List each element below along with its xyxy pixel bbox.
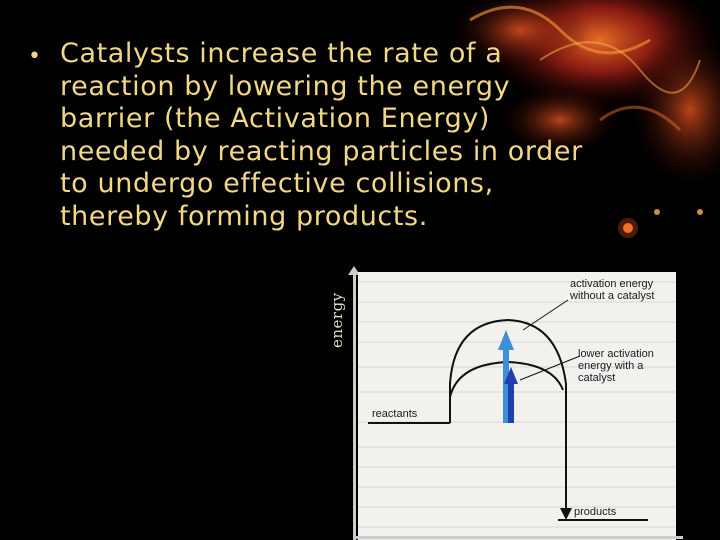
- bullet-line: Catalysts increase the rate of a: [60, 38, 503, 69]
- x-axis: [353, 536, 683, 539]
- bullet-marker: •: [28, 44, 41, 69]
- bullet-line: reaction by lowering the energy: [60, 70, 511, 102]
- catalysed-activation-arrow: [508, 380, 514, 423]
- bullet-line: needed by reacting particles in order: [60, 135, 583, 167]
- bullet-line: thereby forming products.: [60, 200, 428, 232]
- bullet-point: • Catalysts increase the rate of a react…: [28, 38, 628, 233]
- bullet-line: to undergo effective collisions,: [60, 168, 494, 199]
- bullet-line: barrier (the Activation Energy): [60, 103, 491, 134]
- label-catalysed: lower activation energy with a catalyst: [578, 348, 654, 384]
- label-uncatalysed: activation energy without a catalyst: [570, 278, 655, 302]
- y-axis-arrow: [348, 266, 360, 275]
- uncatalysed-activation-arrow: [503, 346, 509, 423]
- label-reactants: reactants: [372, 408, 418, 420]
- y-axis-label: energy: [328, 292, 346, 348]
- uncatalysed-curve: [449, 318, 567, 440]
- label-products: products: [574, 506, 617, 518]
- bullet-text: Catalysts increase the rate of a reactio…: [60, 38, 628, 233]
- energy-profile-graphic: [358, 272, 676, 540]
- uncatalysed-arrowhead: [498, 330, 514, 350]
- catalysed-arrowhead: [504, 367, 518, 384]
- energy-diagram: activation energy without a catalyst low…: [358, 272, 676, 540]
- descent-arrowhead: [560, 508, 572, 520]
- y-axis: [353, 272, 356, 540]
